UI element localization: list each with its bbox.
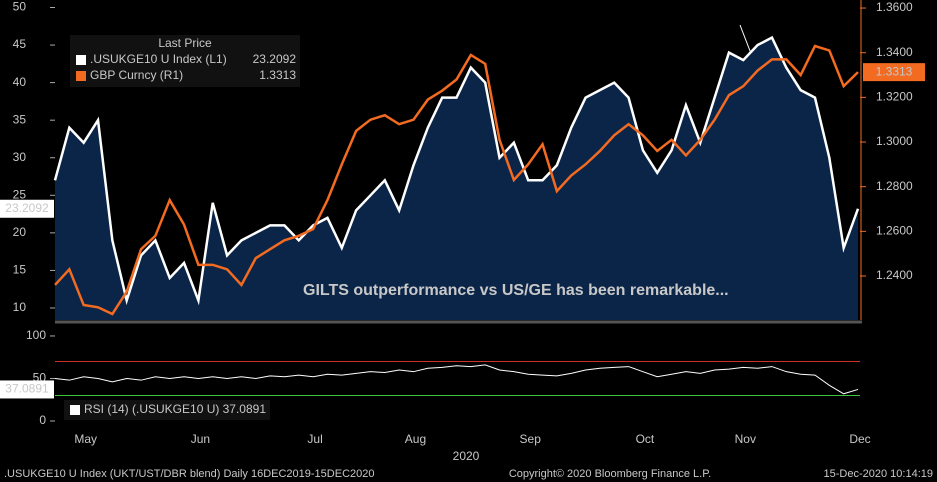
- y2-tick-label: 1.2600: [876, 224, 913, 238]
- value-tag: [863, 63, 925, 82]
- y-tick-label: 35: [13, 112, 27, 126]
- y-tick-label: 50: [13, 0, 27, 14]
- y-tick-label: 100: [26, 328, 46, 342]
- line: [53, 35, 860, 306]
- legend-swatch: [76, 55, 86, 65]
- y2-tick-label: 1.2800: [876, 179, 913, 193]
- y2-tick-label: 1.2400: [876, 268, 913, 282]
- y-tick-label: 10: [13, 300, 27, 314]
- value-tag: [0, 199, 54, 218]
- legend-label: GBP Curncy (R1): [90, 68, 183, 82]
- x-tick-label: Nov: [735, 432, 756, 446]
- value-tag-label: 23.2092: [5, 201, 49, 215]
- y2-tick-label: 1.3600: [876, 0, 913, 14]
- legend-value: 1.3313: [259, 68, 296, 82]
- legend-swatch: [70, 405, 80, 415]
- x-tick-label: Aug: [405, 432, 426, 446]
- value-tag: [0, 380, 54, 399]
- y-tick-label: 45: [13, 37, 27, 51]
- x-tick-label: Jul: [307, 432, 322, 446]
- x-axis-label: 2020: [453, 449, 480, 463]
- legend-value: 37.0891: [223, 402, 267, 416]
- footer-right: 15-Dec-2020 10:14:19: [824, 468, 933, 480]
- x-tick-label: Dec: [849, 432, 870, 446]
- footer-left: .USUKGE10 U Index (UKT/UST/DBR blend) Da…: [4, 468, 375, 480]
- y-tick-label: 15: [13, 263, 27, 277]
- legend-label: .USUKGE10 U Index (L1): [90, 52, 227, 66]
- y2-tick-label: 1.3000: [876, 134, 913, 148]
- y2-tick-label: 1.3400: [876, 45, 913, 59]
- x-tick-label: Oct: [636, 432, 655, 446]
- x-tick-label: May: [74, 432, 97, 446]
- y-tick-label: 30: [13, 150, 27, 164]
- y2-tick-label: 1.3200: [876, 90, 913, 104]
- legend-value: 23.2092: [253, 52, 297, 66]
- footer-center: Copyright© 2020 Bloomberg Finance L.P.: [509, 468, 711, 480]
- legend-box: [70, 35, 300, 87]
- area: [55, 37, 858, 320]
- x-tick-label: Jun: [191, 432, 210, 446]
- legend-box: [64, 400, 270, 420]
- x-tick-label: Sep: [520, 432, 542, 446]
- line: [54, 44, 859, 316]
- y-tick-label: 40: [13, 75, 27, 89]
- value-tag-label: 1.3313: [876, 64, 913, 78]
- legend-swatch: [76, 71, 86, 81]
- legend-title: Last Price: [158, 36, 212, 50]
- line: [54, 364, 859, 395]
- y-tick-label: 0: [39, 413, 46, 427]
- legend-label: RSI (14) (.USUKGE10 U): [84, 402, 219, 416]
- y-tick-label: 25: [13, 187, 27, 201]
- value-tag-label: 37.0891: [5, 382, 49, 396]
- y-tick-label: 20: [13, 225, 27, 239]
- annotation: GILTS outperformance vs US/GE has been r…: [303, 282, 729, 299]
